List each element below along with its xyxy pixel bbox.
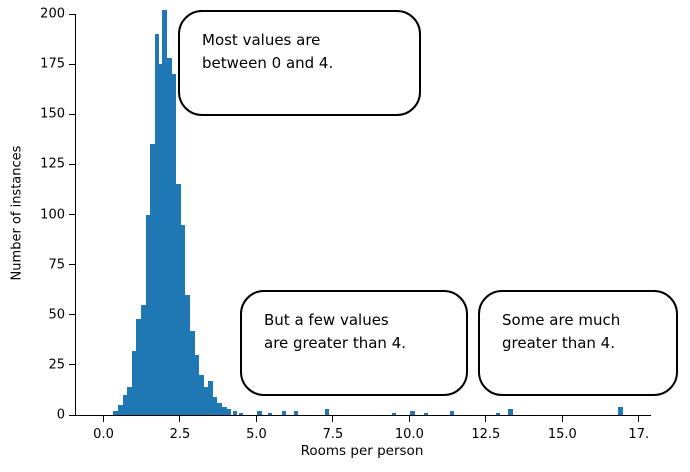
histogram-bar bbox=[222, 406, 227, 415]
x-tick-mark bbox=[408, 416, 410, 422]
histogram-bar bbox=[189, 330, 195, 415]
y-tick-label: 150 bbox=[40, 106, 65, 122]
histogram-bar bbox=[423, 413, 429, 415]
y-tick-mark bbox=[69, 13, 75, 15]
y-tick-label: 75 bbox=[48, 257, 65, 273]
histogram-bar bbox=[171, 74, 177, 415]
annotation-text-line: But a few values bbox=[264, 311, 389, 329]
histogram-bar bbox=[208, 380, 213, 415]
y-tick-label: 200 bbox=[40, 6, 65, 22]
histogram-bar bbox=[162, 10, 167, 415]
x-axis-label: Rooms per person bbox=[300, 443, 424, 459]
x-tick-label: 10.0 bbox=[394, 427, 424, 442]
histogram-bar bbox=[281, 411, 287, 415]
histogram-bar bbox=[495, 413, 501, 415]
x-tick-label: 15.0 bbox=[547, 427, 577, 442]
histogram-bar bbox=[449, 411, 455, 415]
histogram-bar bbox=[293, 411, 299, 415]
annotation-few-values: But a few values are greater than 4. bbox=[240, 290, 468, 396]
x-tick-mark bbox=[255, 416, 257, 422]
x-tick-label: 0.0 bbox=[93, 427, 114, 442]
y-tick-label: 0 bbox=[56, 407, 65, 423]
x-tick-mark bbox=[485, 416, 487, 422]
histogram-bar bbox=[410, 411, 415, 415]
histogram-bar bbox=[238, 413, 244, 415]
plot-area: 0 25 50 75 100 125 150 175 200 0.0 2.5 5.0 7.5 10.0 12… bbox=[40, 7, 651, 442]
annotation-much-greater: Some are much greater than 4. bbox=[478, 290, 678, 396]
histogram-bar bbox=[145, 214, 151, 415]
histogram-bar bbox=[159, 64, 164, 415]
histogram-bar bbox=[217, 402, 223, 415]
annotation-text-line: between 0 and 4. bbox=[202, 54, 334, 73]
y-tick-mark bbox=[69, 314, 75, 316]
y-tick-label: 175 bbox=[40, 56, 65, 72]
histogram-bar bbox=[257, 411, 262, 415]
x-tick-mark bbox=[638, 416, 640, 422]
histogram-bar bbox=[150, 144, 155, 415]
y-tick-mark bbox=[69, 264, 75, 266]
histogram-bar bbox=[212, 396, 218, 415]
histogram-bar bbox=[136, 318, 141, 415]
histogram-bar bbox=[194, 354, 200, 415]
y-tick-label: 125 bbox=[40, 156, 65, 172]
histogram-bar bbox=[140, 304, 146, 415]
annotation-most-values: Most values are between 0 and 4. bbox=[178, 10, 421, 116]
annotation-text-line: greater than 4. bbox=[502, 334, 615, 353]
histogram-bar bbox=[176, 184, 181, 415]
histogram-bar bbox=[127, 386, 132, 415]
x-tick-mark bbox=[103, 416, 105, 422]
histogram-bar bbox=[267, 413, 273, 415]
annotation-text-line: are greater than 4. bbox=[264, 334, 407, 353]
x-tick-label: 17. bbox=[628, 427, 650, 442]
x-tick-mark bbox=[561, 416, 563, 422]
y-tick-label: 50 bbox=[48, 307, 65, 323]
y-tick-mark bbox=[69, 414, 75, 416]
x-tick-label: 2.5 bbox=[169, 427, 191, 442]
histogram-bar bbox=[122, 394, 128, 415]
y-tick-mark bbox=[69, 113, 75, 115]
x-tick-label: 7.5 bbox=[322, 427, 344, 442]
x-tick-label: 5.0 bbox=[246, 427, 267, 442]
histogram-bar bbox=[226, 409, 232, 415]
histogram-bar bbox=[203, 386, 209, 415]
histogram-bar bbox=[232, 411, 238, 415]
y-tick-mark bbox=[69, 163, 75, 165]
x-tick-label: 12.5 bbox=[471, 427, 501, 442]
histogram-bar bbox=[166, 58, 172, 415]
x-tick-mark bbox=[332, 416, 334, 422]
y-tick-label: 25 bbox=[48, 357, 65, 373]
x-tick-mark bbox=[179, 416, 181, 422]
y-tick-label: 100 bbox=[40, 207, 65, 222]
histogram-bar bbox=[180, 224, 186, 415]
histogram-bar bbox=[391, 413, 397, 415]
histogram-bar bbox=[508, 409, 513, 415]
y-axis-label: Number of instances bbox=[9, 145, 25, 281]
annotation-text-line: Some are much bbox=[502, 311, 621, 329]
histogram-bar bbox=[324, 409, 330, 415]
y-tick-mark bbox=[69, 214, 75, 215]
histogram-bar bbox=[185, 294, 190, 415]
histogram-bar bbox=[131, 350, 137, 415]
histogram-bar bbox=[118, 404, 123, 415]
histogram-bar bbox=[199, 374, 204, 415]
annotation-text-line: Most values are bbox=[202, 31, 321, 49]
y-tick-mark bbox=[69, 364, 75, 366]
y-tick-mark bbox=[69, 63, 75, 65]
histogram-bar bbox=[154, 34, 160, 415]
histogram-bar bbox=[113, 411, 119, 415]
histogram-bar bbox=[618, 406, 623, 415]
